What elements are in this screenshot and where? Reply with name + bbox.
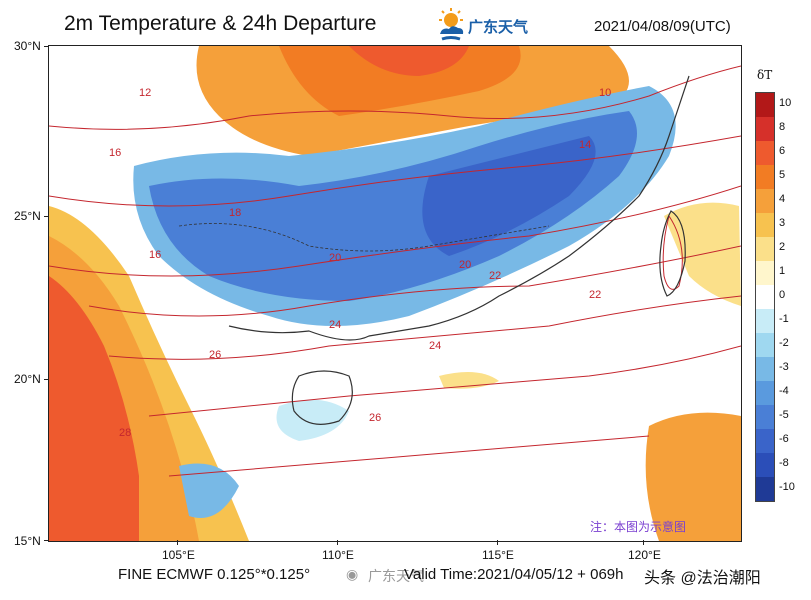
toutiao-watermark: 头条 @法治潮阳 [644,570,761,587]
disclaimer-note: 注：本图为示意图 [590,520,687,534]
colorbar-cell [756,141,774,165]
contour-label-24: 24 [329,319,341,331]
colorbar-label: -6 [779,433,789,445]
lon-tick [177,540,178,545]
colorbar-cell [756,429,774,453]
temperature-map[interactable]: 14 18 16 20 20 22 22 24 24 26 26 28 10 1… [48,45,742,542]
colorbar-label: 3 [779,217,786,229]
lat-tick [44,46,49,47]
lon-label-105e: 105°E [162,548,195,562]
logo-text: 广东天气 [468,19,529,36]
contour-label-16: 16 [149,249,161,261]
contour-label-20b: 20 [459,259,471,271]
map-title: 2m Temperature & 24h Departure [64,12,377,35]
colorbar-label: 6 [779,145,786,157]
lat-label-20n: 20°N [14,372,41,386]
colorbar-label: 8 [779,121,786,133]
colorbar-label: 4 [779,193,786,205]
lon-label-120e: 120°E [628,548,661,562]
contour-label-16b: 16 [109,147,121,159]
contour-label-28: 28 [119,427,131,439]
colorbar-cell [756,213,774,237]
lat-label-30n: 30°N [14,39,41,53]
colorbar-label: -1 [779,313,789,325]
contour-label-14: 14 [579,139,591,151]
weibo-icon: ◉ [346,566,359,582]
colorbar-cell [756,261,774,285]
warm-anomaly-west-core [49,276,139,541]
warm-patch-southeast [645,412,741,541]
colorbar-label: -5 [779,409,789,421]
colorbar-cell [756,381,774,405]
contour-label-20: 20 [329,252,341,264]
lat-tick [44,540,49,541]
colorbar-cell [756,357,774,381]
colorbar-cell [756,165,774,189]
warm-anomaly-north-core [279,46,521,116]
lon-tick [643,540,644,545]
guangdong-weather-logo: 广东天气 [434,6,564,46]
lon-label-110e: 110°E [322,548,354,562]
colorbar-cell [756,333,774,357]
hainan-island [291,370,353,425]
colorbar-cell [756,309,774,333]
contour-labels: 14 18 16 20 20 22 22 24 24 26 26 28 10 1… [109,87,611,439]
cold-patch-southwest [179,463,239,518]
contour-label-12: 12 [139,87,151,99]
colorbar-title: δT [757,68,773,82]
colorbar-cell [756,237,774,261]
cold-anomaly-core [422,136,596,256]
colorbar-cell [756,453,774,477]
forecast-datetime: 2021/04/08/09(UTC) [594,18,731,35]
contour-label-18: 18 [229,207,241,219]
lon-label-115e: 115°E [482,548,514,562]
cold-patch-hainan [276,399,349,441]
contour-label-26: 26 [209,349,221,361]
warm-anomaly-north-peak [349,46,469,76]
lat-label-15n: 15°N [14,534,41,548]
contour-label-26b: 26 [369,412,381,424]
colorbar [755,92,775,502]
lat-tick [44,379,49,380]
colorbar-cell [756,477,774,501]
colorbar-label: 10 [779,97,792,109]
valid-time-label: Valid Time:2021/04/05/12 + 069h [404,566,624,583]
colorbar-label: -10 [779,481,795,493]
isotherm-lines [49,65,741,477]
model-label: FINE ECMWF 0.125°*0.125° [118,566,311,583]
colorbar-cell [756,93,774,117]
lon-tick [497,540,498,545]
contour-label-22b: 22 [589,289,601,301]
contour-label-10: 10 [599,87,611,99]
colorbar-label: -3 [779,361,789,373]
sun-cloud-icon [439,8,464,41]
map-canvas: 14 18 16 20 20 22 22 24 24 26 26 28 10 1… [49,46,741,541]
contour-label-22: 22 [489,270,501,282]
colorbar-label: -2 [779,337,789,349]
colorbar-cell [756,405,774,429]
taiwan-island [659,210,686,297]
colorbar-cell [756,189,774,213]
colorbar-label: 5 [779,169,786,181]
lon-tick [337,540,338,545]
colorbar-cell [756,117,774,141]
colorbar-label: -4 [779,385,789,397]
coastline [228,75,690,341]
colorbar-label: 0 [779,289,786,301]
contour-label-24b: 24 [429,340,441,352]
province-border [178,223,550,252]
weibo-watermark-text: 广东天气 [368,568,424,584]
colorbar-label: 1 [779,265,786,277]
colorbar-cell [756,285,774,309]
colorbar-label: -8 [779,457,789,469]
lat-label-25n: 25°N [14,209,41,223]
lat-tick [44,216,49,217]
colorbar-label: 2 [779,241,786,253]
